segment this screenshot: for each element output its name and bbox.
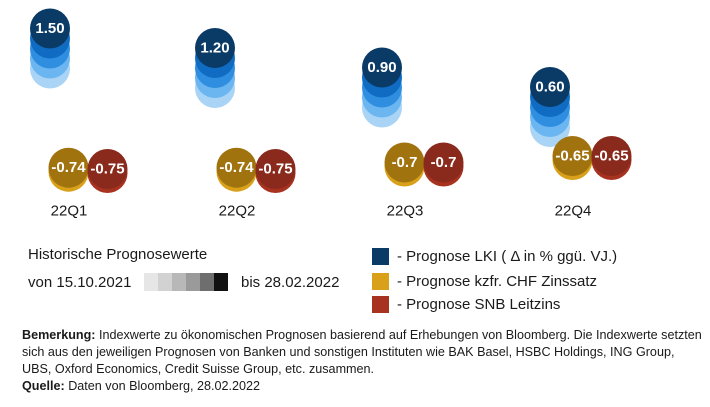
history-from-label: von 15.10.2021 [28, 274, 132, 291]
legend-item-lki: - Prognose LKI ( Δ in % ggü. VJ.) [372, 246, 617, 266]
legend-swatch-chf-rate [372, 272, 389, 290]
legend-label-lki: - Prognose LKI ( Δ in % ggü. VJ.) [397, 247, 618, 265]
lki-point [362, 47, 402, 88]
legend-swatch-lki [372, 247, 389, 265]
history-gradient-step [144, 273, 158, 291]
category-label: 22Q3 [387, 203, 424, 220]
lki-point [530, 67, 570, 107]
snb-point [255, 149, 296, 189]
lki-value-label: 0.90 [367, 59, 396, 76]
remark-text: Indexwerte zu ökonomischen Prognosen bas… [22, 328, 702, 376]
source-text: Daten von Bloomberg, 28.02.2022 [64, 379, 261, 393]
category-label: 22Q1 [51, 203, 88, 220]
remark-line: Bemerkung: Indexwerte zu ökonomischen Pr… [22, 327, 702, 378]
legend-item-snb-rate: - Prognose SNB Leitzins [372, 294, 560, 314]
lki-value-label: 1.50 [35, 20, 64, 37]
history-gradient-step [158, 273, 172, 291]
snb-value-label: -0.75 [90, 161, 124, 178]
snb-value-label: -0.7 [431, 154, 457, 171]
history-gradient-step [186, 273, 200, 291]
history-title: Historische Prognosewerte [28, 246, 208, 263]
legend-swatch-snb-rate [372, 295, 389, 313]
category-label: 22Q4 [555, 203, 592, 220]
lki-point [30, 8, 70, 49]
remark-label: Bemerkung: [22, 328, 96, 342]
snb-point [591, 136, 632, 176]
history-gradient-step [172, 273, 186, 291]
history-gradient-step [200, 273, 214, 291]
legend-item-chf-rate: - Prognose kzfr. CHF Zinssatz [372, 271, 597, 291]
chf-value-label: -0.65 [555, 148, 589, 165]
legend-label-chf-rate: - Prognose kzfr. CHF Zinssatz [397, 272, 598, 290]
snb-value-label: -0.75 [258, 161, 292, 178]
source-line: Quelle: Daten von Bloomberg, 28.02.2022 [22, 378, 702, 395]
category-label: 22Q2 [219, 203, 256, 220]
lki-value-label: 1.20 [200, 40, 229, 57]
chf-point [552, 136, 593, 176]
chf-value-label: -0.7 [392, 154, 418, 171]
notes-block: Bemerkung: Indexwerte zu ökonomischen Pr… [22, 327, 702, 395]
lki-value-label: 0.60 [535, 79, 564, 96]
chf-value-label: -0.74 [219, 159, 254, 176]
chf-point [216, 147, 257, 188]
history-to-label: bis 28.02.2022 [241, 274, 340, 291]
snb-value-label: -0.65 [594, 148, 628, 165]
legend-label-snb-rate: - Prognose SNB Leitzins [397, 295, 561, 313]
history-gradient-step [214, 273, 228, 291]
chf-point [48, 147, 89, 188]
chf-value-label: -0.74 [51, 159, 86, 176]
chf-point [384, 142, 425, 183]
lki-point [195, 28, 235, 68]
source-label: Quelle: [22, 379, 65, 393]
snb-point [87, 149, 128, 189]
snb-point [423, 142, 464, 183]
